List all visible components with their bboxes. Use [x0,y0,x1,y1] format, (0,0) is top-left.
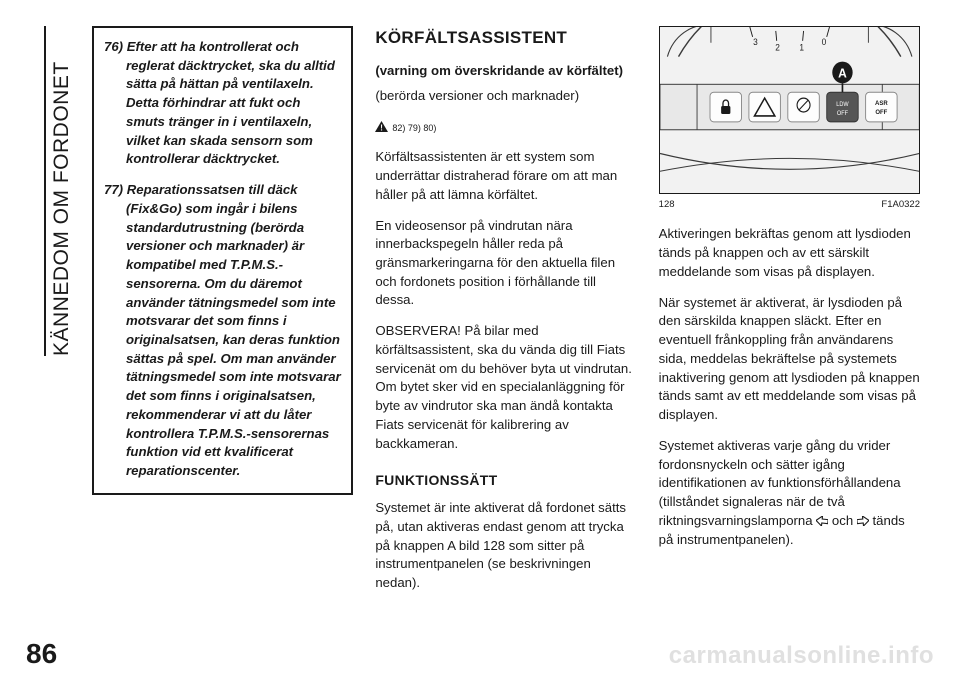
subsection-heading: FUNKTIONSSÄTT [375,471,636,491]
paragraph-3: OBSERVERA! På bilar med körfältsassisten… [375,322,636,453]
section-heading: KÖRFÄLTSASSISTENT [375,26,636,50]
ref-line: ! 82) 79) 80) [375,118,636,137]
column-1: 76) Efter att ha kontrollerat och regler… [92,26,353,605]
side-title-wrap: KÄNNEDOM OM FORDONET [44,326,374,356]
svg-text:!: ! [381,123,384,131]
page-number: 86 [26,638,57,670]
dash-label-3: 3 [753,37,758,47]
dash-button-row: LDW OFF ASR OFF [710,92,897,122]
paragraph-1: Körfältsassistenten är ett system som un… [375,148,636,204]
note-76: 76) Efter att ha kontrollerat och regler… [104,38,341,169]
paragraph-7: Systemet aktiveras varje gång du vrider … [659,437,920,549]
paragraph-2: En videosensor på vindrutan nära innerba… [375,217,636,311]
column-3: 3 2 1 0 [659,26,920,605]
warning-note-box: 76) Efter att ha kontrollerat och regler… [92,26,353,495]
figure-128: 3 2 1 0 [659,26,920,194]
side-title: KÄNNEDOM OM FORDONET [44,26,74,356]
watermark-text: carmanualsonline.info [669,642,934,670]
paragraph-5: Aktiveringen bekräftas genom att lysdiod… [659,225,920,281]
svg-text:ASR: ASR [875,100,888,107]
warning-triangle-icon: ! [375,121,388,132]
figure-marker-a: A [838,66,847,80]
section-sub2: (berörda versioner och marknader) [375,87,636,106]
left-turn-indicator-icon [816,513,828,523]
dash-label-0: 0 [821,37,826,47]
columns: 76) Efter att ha kontrollerat och regler… [62,26,920,605]
paragraph-4: Systemet är inte aktiverat då fordonet s… [375,499,636,593]
dash-label-2: 2 [775,42,780,52]
right-turn-indicator-icon [857,513,869,523]
column-2: KÖRFÄLTSASSISTENT (varning om överskrida… [375,26,636,605]
figure-code: F1A0322 [881,198,920,211]
svg-text:OFF: OFF [875,109,887,116]
figure-caption: 128 F1A0322 [659,198,920,211]
svg-text:LDW: LDW [836,102,849,108]
ref-numbers: 82) 79) 80) [392,123,436,133]
figure-number: 128 [659,198,675,211]
paragraph-6: När systemet är aktiverat, är lysdioden … [659,294,920,425]
dash-label-1: 1 [799,42,804,52]
paragraph-7b: och [828,513,857,528]
manual-page: KÄNNEDOM OM FORDONET 76) Efter att ha ko… [0,0,960,686]
button-off-label: OFF [837,111,849,117]
section-subhead: (varning om överskridande av körfältet) [375,62,636,81]
